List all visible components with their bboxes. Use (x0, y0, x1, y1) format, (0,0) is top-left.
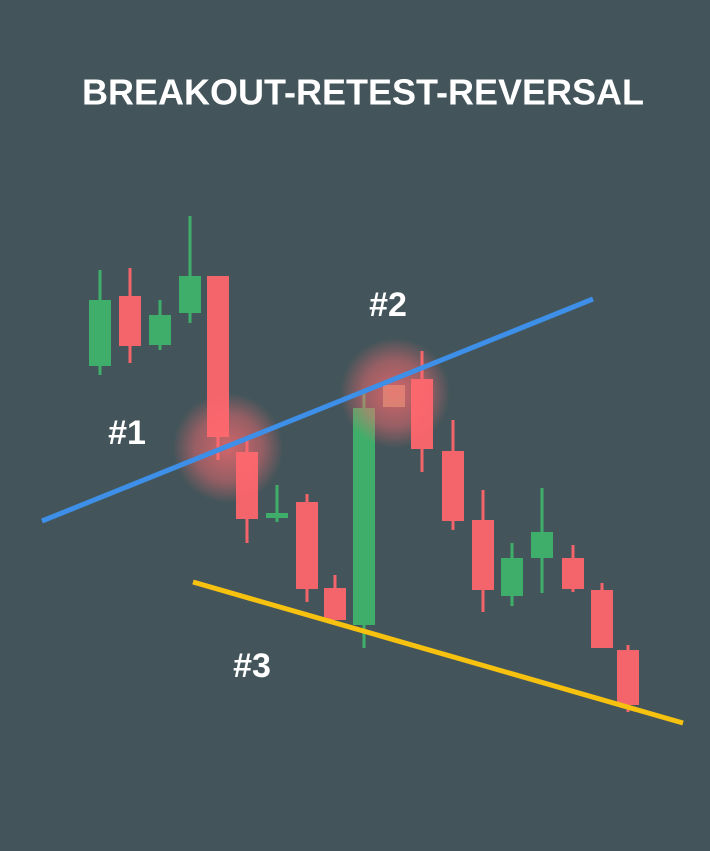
candle-body (562, 558, 584, 589)
candle-body (89, 300, 111, 366)
candle-body (149, 315, 171, 345)
support-line (192, 579, 684, 726)
candle-body (296, 502, 318, 589)
candle-body (617, 650, 639, 705)
candle-body (501, 558, 523, 596)
candle-body (179, 276, 201, 313)
label: #2 (369, 286, 407, 324)
label: #3 (233, 647, 271, 685)
candle-body (531, 532, 553, 558)
label: #1 (108, 414, 146, 452)
resistance-line (41, 296, 594, 524)
candle-body (353, 408, 375, 625)
candle-body (266, 513, 288, 518)
candle-body (591, 590, 613, 648)
candle-body (324, 588, 346, 620)
title: BREAKOUT-RETEST-REVERSAL (82, 72, 644, 113)
candle-body (472, 520, 494, 590)
candle-body (442, 451, 464, 521)
candle-body (119, 296, 141, 346)
